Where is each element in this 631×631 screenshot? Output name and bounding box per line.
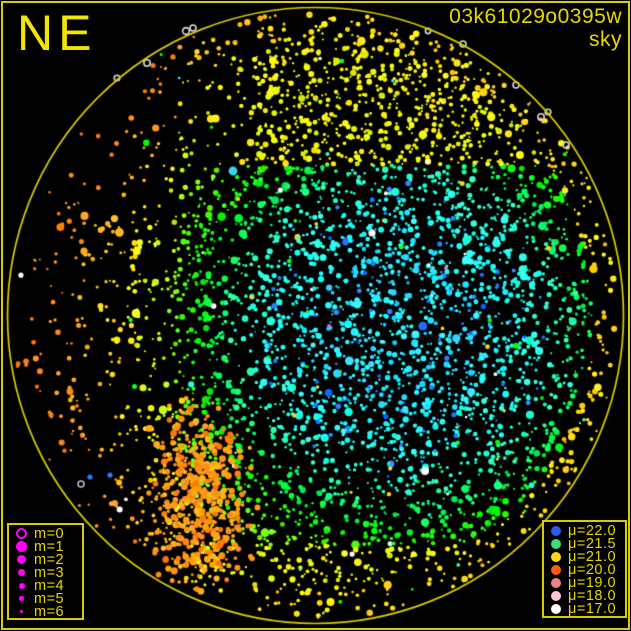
legend-label: m=6 bbox=[34, 603, 65, 620]
legend-row: μ=21.5 bbox=[548, 535, 625, 552]
dot-marker-icon bbox=[17, 568, 26, 577]
open-circle-marker-icon bbox=[16, 528, 27, 539]
title-block: 03k61029o0395w sky bbox=[449, 5, 622, 51]
legend-label: m=4 bbox=[34, 577, 65, 594]
mu-color-legend: μ=22.0 μ=21.5 μ=21.0 μ=20.0 μ=19.0 μ=18.0 μ=17… bbox=[542, 520, 627, 618]
legend-label: μ=20.0 bbox=[568, 561, 617, 578]
legend-row: μ=18.0 bbox=[548, 587, 625, 604]
dot-marker-icon bbox=[550, 564, 561, 575]
legend-row: m=2 bbox=[14, 551, 82, 568]
legend-label: μ=19.0 bbox=[568, 574, 617, 591]
legend-label: m=5 bbox=[34, 590, 65, 607]
legend-label: m=3 bbox=[34, 564, 65, 581]
legend-row: m=0 bbox=[14, 525, 82, 542]
legend-label: m=1 bbox=[34, 538, 65, 555]
legend-row: μ=19.0 bbox=[548, 574, 625, 591]
legend-row: μ=20.0 bbox=[548, 561, 625, 578]
dot-marker-icon bbox=[16, 541, 27, 552]
legend-label: μ=21.5 bbox=[568, 535, 617, 552]
legend-label: μ=21.0 bbox=[568, 548, 617, 565]
dot-marker-icon bbox=[550, 590, 561, 601]
dot-marker-icon bbox=[550, 538, 561, 549]
plot-title: 03k61029o0395w bbox=[449, 5, 622, 28]
legend-row: m=4 bbox=[14, 577, 82, 594]
legend-label: μ=18.0 bbox=[568, 587, 617, 604]
dot-marker-icon bbox=[18, 582, 25, 589]
legend-row: m=1 bbox=[14, 538, 82, 555]
legend-row: m=6 bbox=[14, 603, 82, 620]
legend-row: m=5 bbox=[14, 590, 82, 607]
dot-marker-icon bbox=[17, 555, 26, 564]
plot-subtitle: sky bbox=[589, 28, 622, 51]
legend-label: m=0 bbox=[34, 525, 65, 542]
dot-marker-icon bbox=[19, 596, 24, 601]
magnitude-size-legend: m=0 m=1 m=2 m=3 m=4 m=5 m=6 bbox=[7, 523, 84, 620]
dot-marker-icon bbox=[550, 551, 561, 562]
dot-marker-icon bbox=[550, 525, 561, 536]
legend-label: μ=22.0 bbox=[568, 522, 617, 539]
legend-row: μ=22.0 bbox=[548, 522, 625, 539]
dot-marker-icon bbox=[550, 603, 561, 614]
orientation-label: NE bbox=[17, 5, 97, 61]
legend-row: m=3 bbox=[14, 564, 82, 581]
dot-marker-icon bbox=[20, 610, 23, 613]
dot-marker-icon bbox=[550, 577, 561, 588]
legend-row: μ=21.0 bbox=[548, 548, 625, 565]
legend-row: μ=17.0 bbox=[548, 600, 625, 617]
legend-label: m=2 bbox=[34, 551, 65, 568]
legend-label: μ=17.0 bbox=[568, 600, 617, 617]
